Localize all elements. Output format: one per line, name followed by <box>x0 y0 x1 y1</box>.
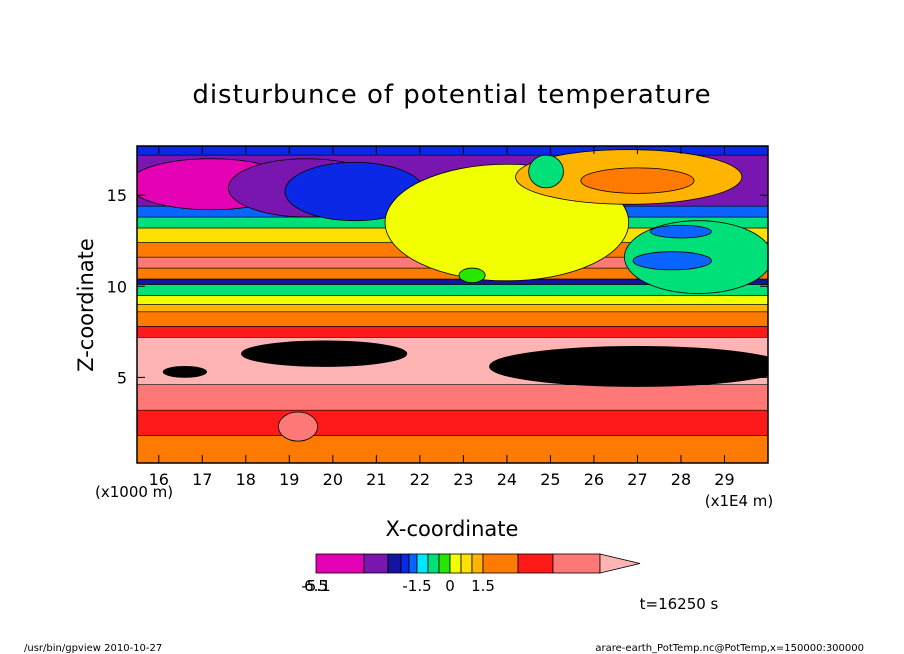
footer-right: arare-earth_PotTemp.nc@PotTemp,x=150000:… <box>595 643 864 654</box>
contour-feature-11 <box>489 346 768 387</box>
x-tick-label-20: 20 <box>323 470 343 489</box>
time-label: t=16250 s <box>640 595 719 613</box>
colorbar-segment-12 <box>517 553 554 574</box>
x-unit-label: (x1E4 m) <box>705 492 774 510</box>
x-tick-label-23: 23 <box>453 470 473 489</box>
y-tick-label-10: 10 <box>107 277 127 296</box>
y-tick-label-5: 5 <box>117 368 127 387</box>
x-tick-label-25: 25 <box>540 470 560 489</box>
colorbar-segment-3 <box>400 553 410 574</box>
colorbar-segment-6 <box>427 553 440 574</box>
contour-feature-9 <box>458 267 486 284</box>
x-tick-label-29: 29 <box>714 470 734 489</box>
x-tick-label-27: 27 <box>627 470 647 489</box>
y-tick-label-15: 15 <box>107 186 127 205</box>
x-tick-label-26: 26 <box>584 470 604 489</box>
contour-band-4 <box>137 326 768 338</box>
colorbar-segment-5 <box>416 553 429 574</box>
contour-feature-8 <box>650 224 712 239</box>
colorbar <box>315 553 641 574</box>
contour-band-17 <box>137 146 768 156</box>
colorbar-segment-1 <box>363 553 389 574</box>
x-tick-label-16: 16 <box>149 470 169 489</box>
x-tick-label-19: 19 <box>279 470 299 489</box>
contour-band-6 <box>137 304 768 313</box>
colorbar-extend-arrow <box>599 553 641 574</box>
plot-frame <box>136 145 769 464</box>
x-tick-label-24: 24 <box>497 470 517 489</box>
colorbar-segment-13 <box>552 553 601 574</box>
x-tick-label-21: 21 <box>366 470 386 489</box>
colorbar-segment-4 <box>408 553 418 574</box>
y-axis-label: Z-coordinate <box>74 238 98 372</box>
colorbar-labels: -5.1 -1.5 0 1.5 6.5 <box>301 577 495 595</box>
contour-feature-10 <box>528 154 564 189</box>
contour-feature-13 <box>162 366 208 378</box>
contour-band-5 <box>137 311 768 327</box>
x-tick-label-22: 22 <box>410 470 430 489</box>
colorbar-label-3: 1.5 <box>471 577 495 595</box>
contour-fill <box>137 146 768 463</box>
contour-feature-7 <box>632 251 712 271</box>
x-tick-label-17: 17 <box>192 470 212 489</box>
contour-band-7 <box>137 295 768 305</box>
x-axis-label: X-coordinate <box>386 517 519 541</box>
contour-band-0 <box>137 435 768 463</box>
x-tick-label-28: 28 <box>671 470 691 489</box>
y-unit-label: (x1000 m) <box>95 483 173 501</box>
contour-feature-5 <box>580 167 695 194</box>
y-axis: 5 10 15 <box>107 186 768 387</box>
chart-title: disturbunce of potential temperature <box>192 80 711 110</box>
contour-feature-14 <box>278 411 318 442</box>
contour-band-1 <box>137 409 768 436</box>
colorbar-label-2: 0 <box>445 577 455 595</box>
x-tick-label-18: 18 <box>236 470 256 489</box>
colorbar-segment-0 <box>315 553 365 574</box>
colorbar-segment-7 <box>438 553 451 574</box>
footer-left: /usr/bin/gpview 2010-10-27 <box>24 643 162 654</box>
colorbar-segment-2 <box>387 553 402 574</box>
colorbar-segment-11 <box>482 553 519 574</box>
colorbar-segment-10 <box>471 553 484 574</box>
colorbar-segment-9 <box>460 553 473 574</box>
contour-feature-12 <box>241 340 408 367</box>
colorbar-label-4: 6.5 <box>304 577 328 595</box>
contour-band-2 <box>137 384 768 411</box>
x-axis: 16 17 18 19 20 21 22 23 24 25 26 27 28 29 <box>149 146 735 489</box>
colorbar-segment-8 <box>449 553 462 574</box>
colorbar-label-1: -1.5 <box>402 577 431 595</box>
colorbar-label-0: -5.1 <box>301 577 330 595</box>
